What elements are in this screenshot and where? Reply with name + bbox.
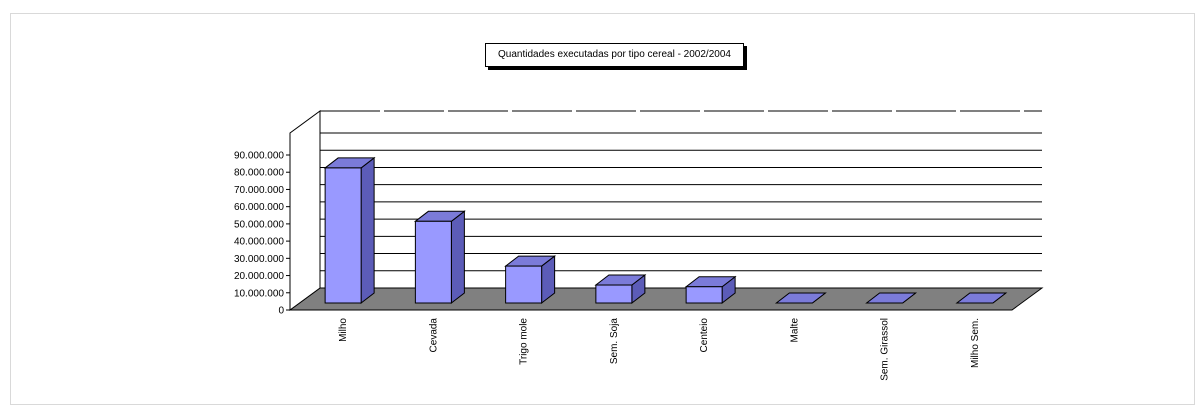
y-tick-label: 20.000.000 [234,271,284,282]
chart-left-wall [289,110,321,311]
bar-front [685,286,723,304]
bar [323,156,376,305]
bar [594,274,647,305]
y-tick-label: 30.000.000 [234,254,284,265]
x-tick-label: Trigo mole [519,318,530,365]
bar [504,255,557,305]
bar [955,292,1008,304]
bar-side [450,210,465,305]
bar [865,292,918,304]
x-tick-label: Milho [338,318,349,342]
y-tick-label: 40.000.000 [234,237,284,248]
x-tick-label: Milho Sem. [970,318,981,368]
bar-front [324,167,362,304]
x-tick-label: Cevada [428,318,439,353]
y-tick-label: 50.000.000 [234,219,284,230]
x-tick-label: Malte [789,318,800,343]
bar-front [595,284,633,304]
bar-front [414,220,452,304]
bar-top [865,292,918,304]
bar-front [505,265,543,304]
y-tick-label: 60.000.000 [234,202,284,213]
x-tick-label: Centeio [699,318,710,353]
bar [413,210,466,305]
y-tick-label: 0 [278,306,284,317]
bar [684,275,737,305]
x-tick-label: Sem. Girassol [880,318,891,381]
y-tick-label: 90.000.000 [234,151,284,162]
chart-frame [10,13,1195,405]
x-tick-label: Sem. Soja [609,318,620,365]
bar-side [360,156,375,305]
bar [774,292,827,304]
y-tick-label: 70.000.000 [234,185,284,196]
chart-floor [288,287,1044,311]
bar-top [955,292,1008,304]
bar-top [774,292,827,304]
y-tick-label: 10.000.000 [234,288,284,299]
chart-title: Quantidades executadas por tipo cereal -… [485,43,744,67]
y-tick-label: 80.000.000 [234,168,284,179]
